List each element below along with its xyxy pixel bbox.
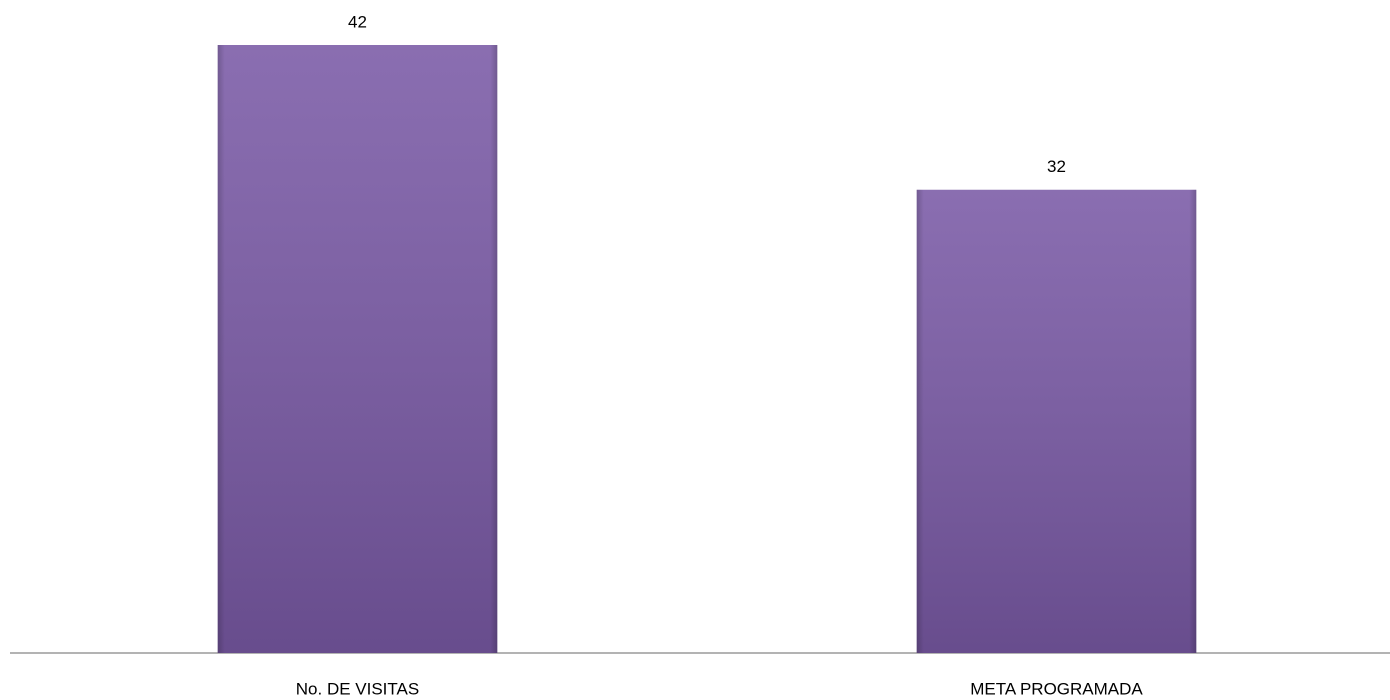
bar xyxy=(217,45,498,653)
data-label: 42 xyxy=(348,12,367,31)
data-label: 32 xyxy=(1047,157,1066,176)
bar xyxy=(916,189,1197,653)
x-tick-label: No. DE VISITAS xyxy=(296,679,419,698)
x-tick-label: META PROGRAMADA xyxy=(970,679,1143,698)
